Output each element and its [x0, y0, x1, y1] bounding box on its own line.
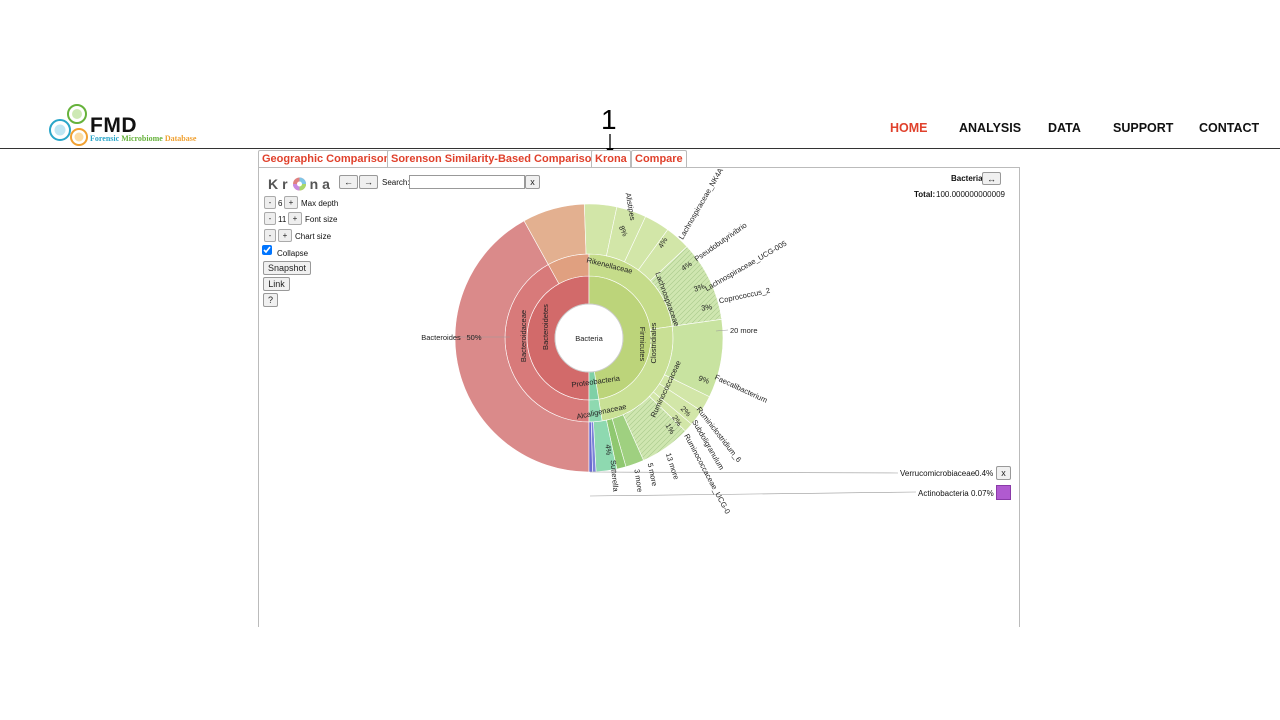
focus-toggle-button[interactable]: ↔	[982, 172, 1001, 185]
tab-compare[interactable]: Compare	[631, 150, 687, 168]
sunburst-label: Faecalibacterium	[713, 373, 769, 405]
sunburst-percent: 50%	[466, 333, 481, 342]
link-button[interactable]: Link	[263, 277, 290, 291]
krona-wheel-icon	[292, 177, 306, 191]
chart-size-increase-button[interactable]: +	[278, 229, 292, 242]
font-size-label: Font size	[305, 215, 338, 224]
nav-analysis[interactable]: ANALYSIS	[959, 121, 1022, 135]
nav-support[interactable]: SUPPORT	[1113, 121, 1174, 135]
max-depth-decrease-button[interactable]: -	[264, 196, 276, 209]
sunburst-percent: 3%	[701, 302, 713, 312]
tab-sorenson-comparison[interactable]: Sorenson Similarity-Based Comparison	[387, 150, 603, 168]
sunburst-label: Clostridiales	[649, 322, 658, 363]
sunburst-center-label: Bacteria	[575, 334, 603, 343]
krona-logo-letter: K	[268, 176, 283, 192]
sunburst-label: Bacteroidetes	[541, 304, 550, 350]
back-button[interactable]: ←	[339, 175, 358, 189]
total-value: 100.000000000009	[936, 190, 1005, 199]
sunburst-label: 5 more	[646, 462, 660, 487]
logo-icon	[49, 104, 88, 146]
legend-percent: 0.4%	[975, 469, 994, 478]
font-size-value: 11	[278, 215, 287, 224]
sunburst-label: Firmicutes	[638, 327, 647, 362]
legend-label: Verrucomicrobiaceae	[900, 469, 976, 478]
total-label: Total:	[914, 190, 936, 199]
nav-data[interactable]: DATA	[1048, 121, 1081, 135]
logo-subtitle-word: Microbiome	[121, 134, 163, 143]
sunburst-label: 20 more	[730, 326, 758, 335]
sunburst-percent: 9%	[697, 374, 711, 386]
sunburst-label: Lachnospiraceae_NK4A	[677, 166, 725, 241]
chart-size-decrease-button[interactable]: -	[264, 229, 276, 242]
forward-button[interactable]: →	[359, 175, 378, 189]
focus-name: Bacteria	[951, 174, 983, 183]
krona-logo: Kr na	[268, 176, 334, 192]
sunburst-label: 3 more	[632, 468, 644, 492]
chart-size-label: Chart size	[295, 232, 332, 241]
collapse-checkbox[interactable]	[262, 245, 272, 255]
collapse-label: Collapse	[277, 249, 309, 258]
nav-home[interactable]: HOME	[890, 121, 928, 135]
nav-contact[interactable]: CONTACT	[1199, 121, 1260, 135]
legend-swatch	[996, 485, 1011, 500]
legend-close-button[interactable]: x	[996, 466, 1011, 480]
max-depth-label: Max depth	[301, 199, 339, 208]
sunburst-label: Bacteroidaceae	[519, 310, 528, 362]
snapshot-button[interactable]: Snapshot	[263, 261, 311, 275]
help-button[interactable]: ?	[263, 293, 278, 307]
header-divider	[0, 148, 1280, 149]
tab-krona[interactable]: Krona	[591, 150, 631, 168]
max-depth-increase-button[interactable]: +	[284, 196, 298, 209]
sunburst-label: Coprococcus_2	[718, 286, 771, 306]
legend-percent: 0.07%	[971, 489, 994, 498]
krona-logo-letter: n	[309, 176, 323, 192]
krona-logo-letter: a	[322, 176, 334, 192]
sunburst-percent: 3%	[693, 281, 707, 293]
logo-subtitle: Forensic Microbiome Database	[90, 134, 196, 143]
logo-subtitle-word: Database	[164, 134, 197, 143]
logo-subtitle-word: Forensic	[90, 134, 120, 143]
max-depth-value: 6	[278, 199, 283, 208]
search-label: Search:	[382, 178, 410, 187]
legend-label: Actinobacteria	[918, 489, 969, 498]
krona-logo-letter: r	[282, 176, 292, 192]
sunburst-label: Bacteroides	[421, 333, 461, 342]
sunburst-label: 13 more	[664, 452, 681, 481]
tab-geographic-comparison[interactable]: Geographic Comparison	[258, 150, 395, 168]
sunburst-center[interactable]	[554, 303, 624, 373]
sunburst-percent: 8%	[617, 224, 630, 238]
search-clear-button[interactable]: x	[525, 175, 540, 189]
font-size-increase-button[interactable]: +	[288, 212, 302, 225]
krona-panel	[258, 167, 1020, 627]
sunburst-percent: 4%	[604, 444, 614, 456]
font-size-decrease-button[interactable]: -	[264, 212, 276, 225]
sunburst-label: Sutterella	[609, 460, 621, 493]
step-number-annotation: 1	[601, 104, 617, 135]
search-input[interactable]	[409, 175, 525, 189]
logo-title: FMD	[90, 114, 137, 137]
sunburst-segment-bacteroides[interactable]	[454, 220, 590, 473]
sunburst-label: Pseudobutyrivibrio	[693, 221, 749, 264]
